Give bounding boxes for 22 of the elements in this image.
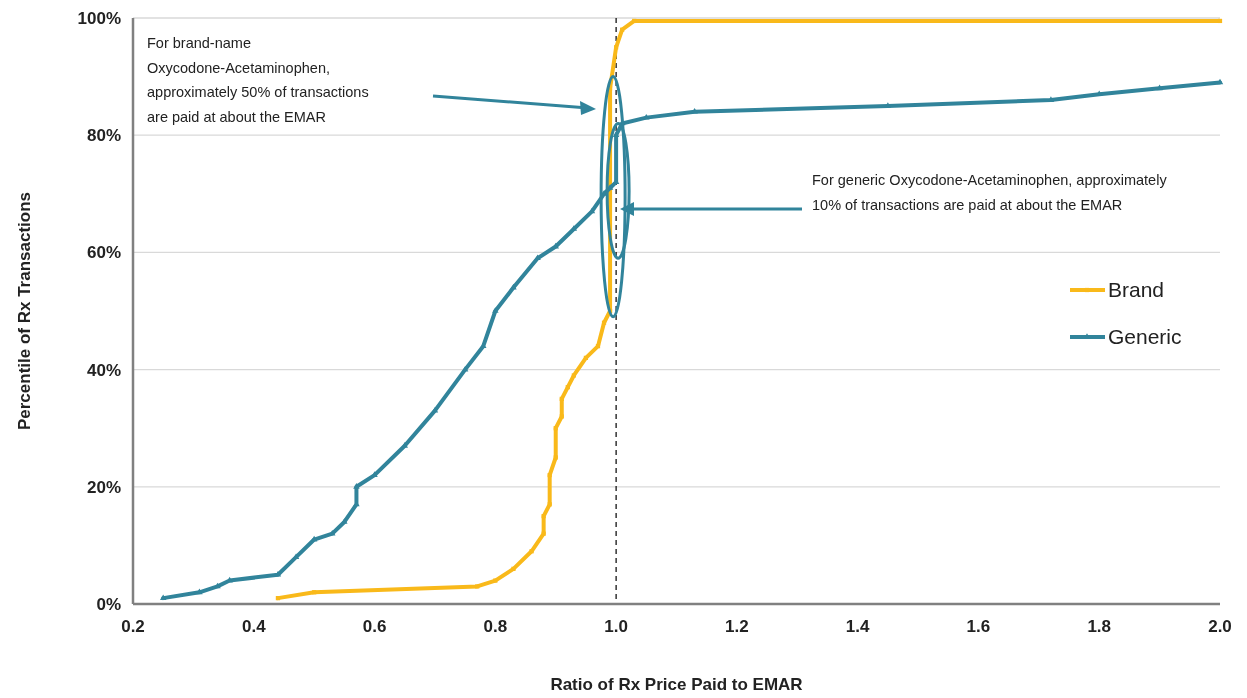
x-axis-title: Ratio of Rx Price Paid to EMAR [550, 675, 803, 694]
x-tick-label: 1.2 [725, 617, 749, 636]
x-tick-label: 1.0 [604, 617, 628, 636]
y-axis-title: Percentile of Rx Transactions [15, 191, 34, 431]
x-tick-label: 1.8 [1087, 617, 1112, 636]
x-tick-label: 0.2 [121, 617, 145, 636]
x-tick-label: 2.0 [1208, 617, 1232, 636]
annotation: For generic Oxycodone-Acetaminophen, approximately 10% of transactions are paid at about the EMAR [812, 172, 1168, 213]
legend-label: Brand [1108, 278, 1165, 302]
annotation: For brand-name Oxycodone-Acetaminophen, approximately 50% of transactions are paid at about the EMAR [147, 35, 369, 125]
x-tick-label: 0.8 [483, 617, 508, 636]
y-tick-label: 60% [86, 243, 121, 263]
legend-label: Generic [1108, 325, 1182, 349]
x-tick-label: 1.4 [845, 617, 871, 636]
y-tick-label: 80% [86, 126, 121, 146]
x-tick-label: 0.6 [362, 617, 387, 636]
y-tick-label: 0% [96, 594, 121, 614]
y-tick-label: 40% [86, 360, 121, 380]
x-tick-label: 0.4 [241, 617, 267, 636]
y-tick-label: 100% [77, 8, 121, 28]
y-tick-label: 20% [86, 477, 121, 497]
x-tick-label: 1.6 [966, 617, 991, 636]
